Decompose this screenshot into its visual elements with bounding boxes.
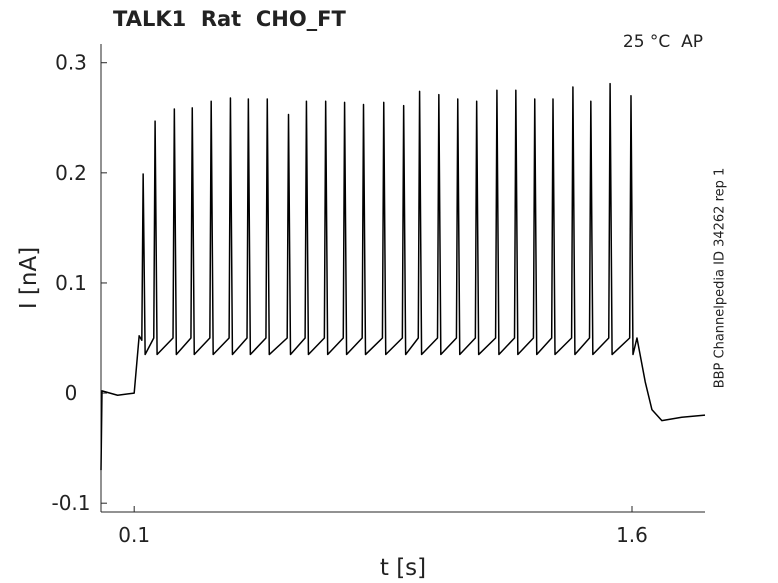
x-tick-label: 0.1	[118, 523, 150, 547]
y-tick-label: 0	[65, 381, 78, 405]
y-tick-label: -0.1	[51, 491, 90, 515]
chart-title: TALK1 Rat CHO_FT	[113, 7, 347, 31]
y-tick-label: 0.2	[55, 161, 87, 185]
trace-line	[100, 82, 706, 471]
annotation: 25 °C AP	[623, 32, 703, 52]
x-tick-label: 1.6	[616, 523, 648, 547]
side-note: BBP Channelpedia ID 34262 rep 1	[713, 168, 728, 389]
y-tick-label: 0.3	[55, 51, 87, 75]
y-tick-label: 0.1	[55, 271, 87, 295]
y-axis-label: I [nA]	[16, 247, 42, 309]
x-axis-label: t [s]	[380, 555, 426, 581]
